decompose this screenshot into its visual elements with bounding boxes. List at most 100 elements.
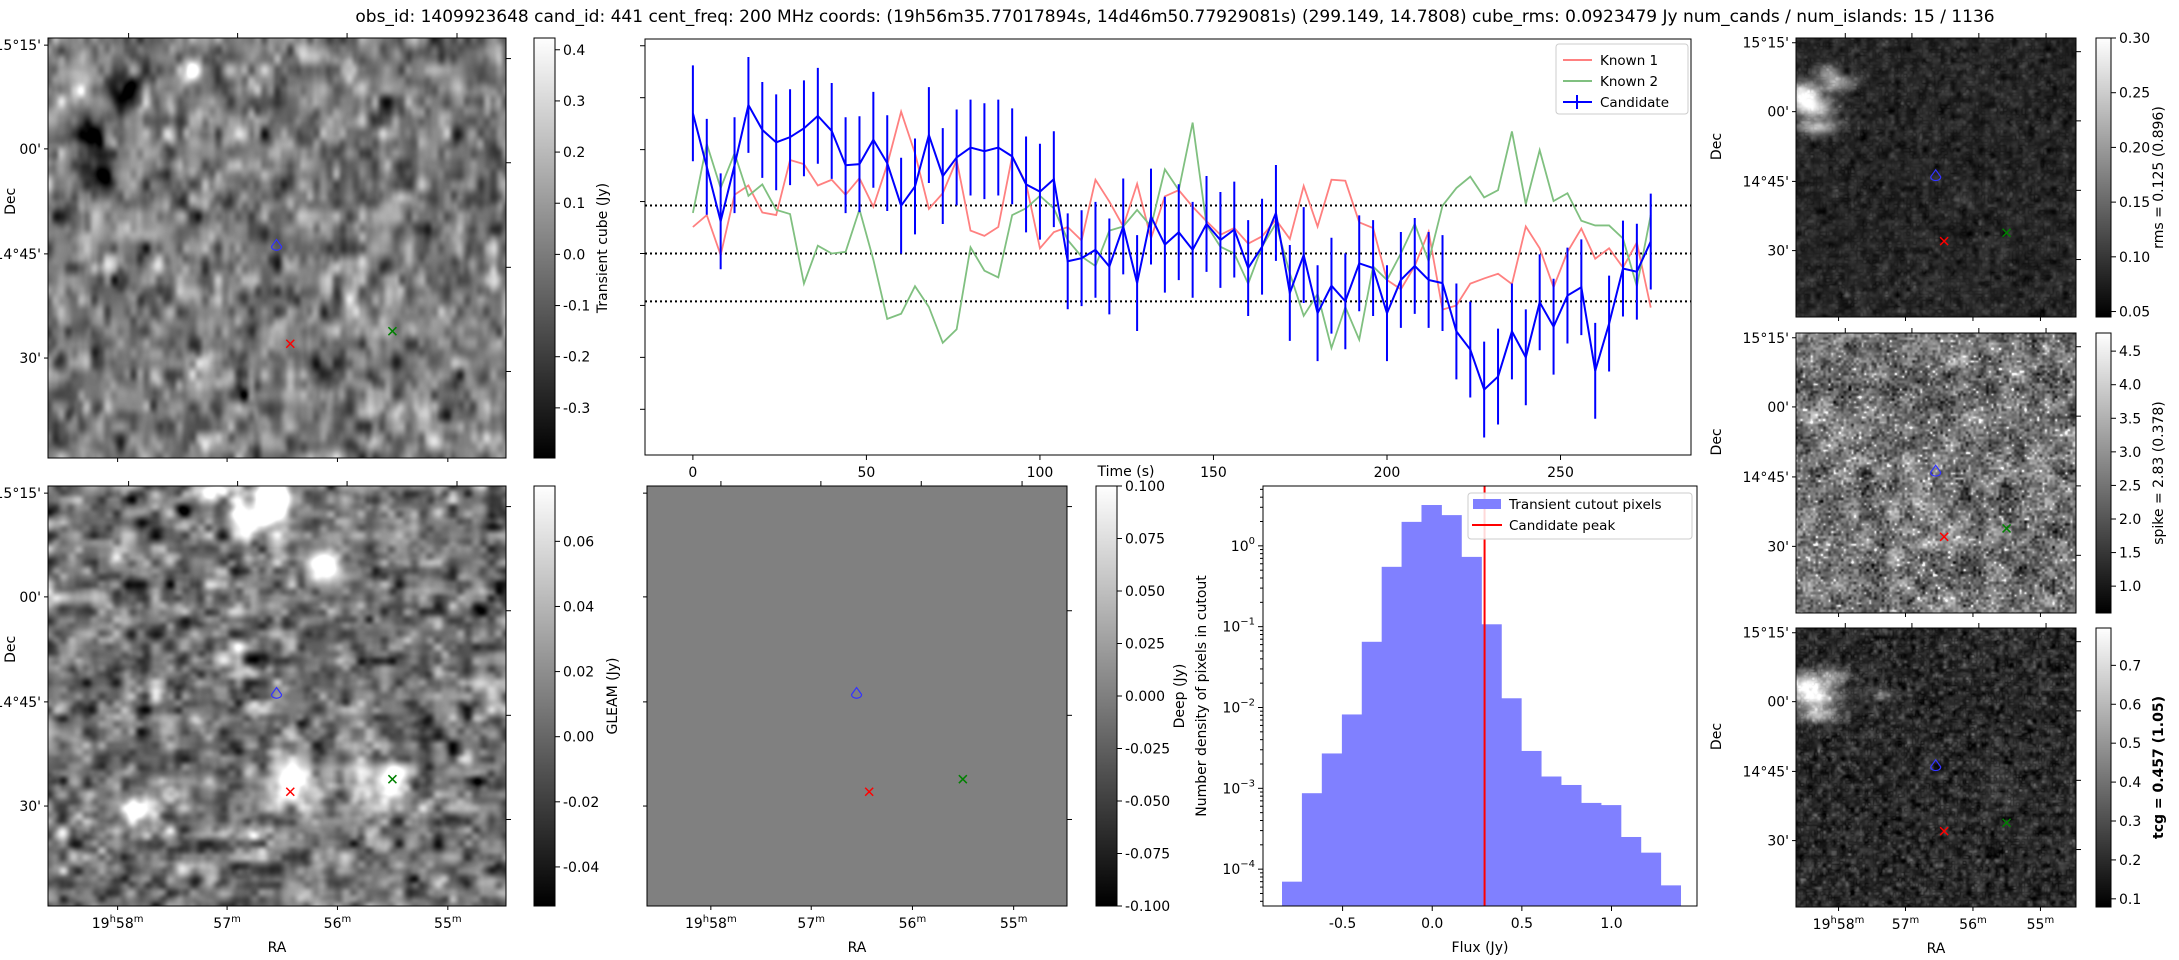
deep-colorbar: [1096, 486, 1117, 906]
colorbar-tick-label: 0.04: [563, 599, 594, 615]
ra-axis-label: RA: [848, 940, 867, 956]
legend-box: [1555, 43, 1689, 115]
lightcurve-legend: Known 1 Known 2 Candidate: [1555, 43, 1689, 115]
tick-exponent: 0: [1249, 536, 1255, 547]
hist-x-tick-label: 0.0: [1421, 916, 1443, 932]
colorbar-tick-label: 0.3: [563, 94, 585, 110]
tick-exponent: −4: [1240, 859, 1255, 870]
colorbar-label: tcg = 0.457 (1.05): [2151, 696, 2167, 839]
tcg-colorbar: [2096, 628, 2111, 907]
panel-frame: [1795, 627, 2077, 908]
known1-marker-icon: [285, 787, 295, 797]
dec-tick-label: 14°45': [1743, 764, 1789, 780]
candidate-contour-icon: [270, 238, 283, 251]
colorbar-tick-label: -0.100: [1125, 899, 1170, 915]
dec-tick-label: 14°45': [1743, 174, 1789, 190]
histogram-bar: [1441, 515, 1462, 906]
histogram-legend: Transient cutout pixels Candidate peak: [1467, 492, 1693, 540]
ra-unit-m: m: [1910, 915, 1920, 926]
colorbar-tick-label: 0.3: [2119, 814, 2141, 830]
lightcurve-chart: 0 50 100 150 200 250 Time (s) Known 1 Known 2 Can…: [640, 38, 1692, 481]
legend-swatch: [1473, 499, 1501, 509]
gleam-image: [48, 486, 506, 906]
histogram-bar: [1581, 802, 1602, 906]
dec-tick-label: 15°15': [1743, 331, 1789, 347]
ra-minutes: 57: [213, 916, 231, 932]
tcg-image: [1796, 628, 2076, 907]
ra-unit-h: h: [110, 914, 116, 925]
colorbar-tick-label: 0.1: [2119, 892, 2141, 908]
lc-x-tick-label: 200: [1374, 465, 1401, 481]
ra-hours: 19: [685, 916, 703, 932]
colorbar-tick-label: 2.5: [2119, 478, 2141, 494]
ra-minutes: 57: [797, 916, 815, 932]
colorbar-tick-label: -0.050: [1125, 794, 1170, 810]
gleam-colorbar: [534, 486, 555, 906]
ra-hours: 19: [92, 916, 110, 932]
panel-frame: [1795, 37, 2077, 318]
colorbar-tick-label: 0.20: [2119, 140, 2150, 156]
histogram-bar: [1461, 556, 1482, 906]
colorbar-label: Transient cube (Jy): [595, 183, 611, 314]
histogram-bar: [1600, 805, 1622, 906]
hist-y-axis-label: Number density of pixels in cutout: [1194, 575, 1210, 817]
colorbar-label: GLEAM (Jy): [605, 658, 621, 735]
transient-colorbar: [534, 38, 555, 458]
colorbar-frame: [2095, 627, 2112, 908]
ra-hours: 19: [1813, 917, 1831, 933]
ra-minutes: 58: [1837, 917, 1855, 933]
colorbar-tick-label: 0.7: [2119, 658, 2141, 674]
ra-unit-m: m: [1977, 915, 1987, 926]
panel-transient: 15°15' 00' 14°45' 30' Dec -0.3 -0.2 -0.1 0.0 0.1 0…: [0, 33, 611, 462]
ra-unit-m: m: [1855, 915, 1865, 926]
lc-x-tick-label: 100: [1027, 465, 1054, 481]
spike-colorbar: [2096, 333, 2111, 613]
colorbar-tick-label: 0.02: [563, 665, 594, 681]
dec-tick-label: 30': [1767, 244, 1789, 260]
known1-marker-icon: [285, 339, 295, 349]
transient-cube-image: [48, 38, 506, 458]
dec-axis-label: Dec: [3, 188, 19, 215]
ra-unit-m: m: [2044, 915, 2054, 926]
ra-minutes: 56: [899, 916, 917, 932]
histogram-bar: [1560, 784, 1582, 906]
ra-tick-label: 57m: [1892, 915, 1920, 933]
colorbar-tick-label: 4.0: [2119, 378, 2141, 394]
dec-axis-label: Dec: [1709, 133, 1725, 160]
rms-image: [1796, 38, 2076, 317]
ra-axis-label: RA: [1927, 941, 1946, 957]
lc-x-tick-label: 0: [688, 465, 697, 481]
ra-axis-label: RA: [268, 940, 287, 956]
legend-label: Candidate peak: [1509, 518, 1615, 534]
panel-deep: 19h58m 57m 56m 55mRA-0.100-0.075-0.050-0.02…: [643, 479, 1170, 956]
colorbar-tick-label: 0.2: [2119, 853, 2141, 869]
hist-x-tick-label: 1.0: [1600, 916, 1622, 932]
colorbar-frame: [1095, 485, 1118, 907]
colorbar-frame: [2095, 332, 2112, 614]
colorbar-tick-label: 0.10: [2119, 250, 2150, 266]
known2-marker-icon: [387, 326, 397, 336]
histogram-bar: [1301, 793, 1323, 906]
tick-exponent: −2: [1240, 697, 1255, 708]
colorbar-tick-label: 4.5: [2119, 344, 2141, 360]
ra-tick-label: 55m: [1000, 914, 1028, 932]
panel-frame: [47, 485, 507, 907]
colorbar-tick-label: 0.075: [1125, 532, 1165, 548]
series-line-known-2: [692, 122, 1652, 352]
tick-base: 10: [1222, 700, 1240, 716]
dec-axis-label: Dec: [3, 636, 19, 663]
lightcurve-frame: [644, 38, 1692, 456]
candidate-contour-icon: [1930, 464, 1942, 477]
hist-y-tick-label: 10−3: [1222, 778, 1255, 797]
known2-marker-icon: [2002, 228, 2012, 238]
candidate-contour-icon: [1930, 168, 1942, 182]
ra-unit-m: m: [452, 914, 462, 925]
deep-image: [647, 486, 1067, 906]
colorbar-tick-label: 0.06: [563, 534, 594, 550]
lc-x-axis-label: Time (s): [1097, 464, 1155, 480]
candidate-contour-icon: [850, 686, 863, 699]
colorbar-tick-label: 2.0: [2119, 512, 2141, 528]
colorbar-tick-label: 0.25: [2119, 86, 2150, 102]
ra-tick-label: 19h58m: [1813, 915, 1865, 933]
colorbar-frame: [2095, 37, 2112, 318]
